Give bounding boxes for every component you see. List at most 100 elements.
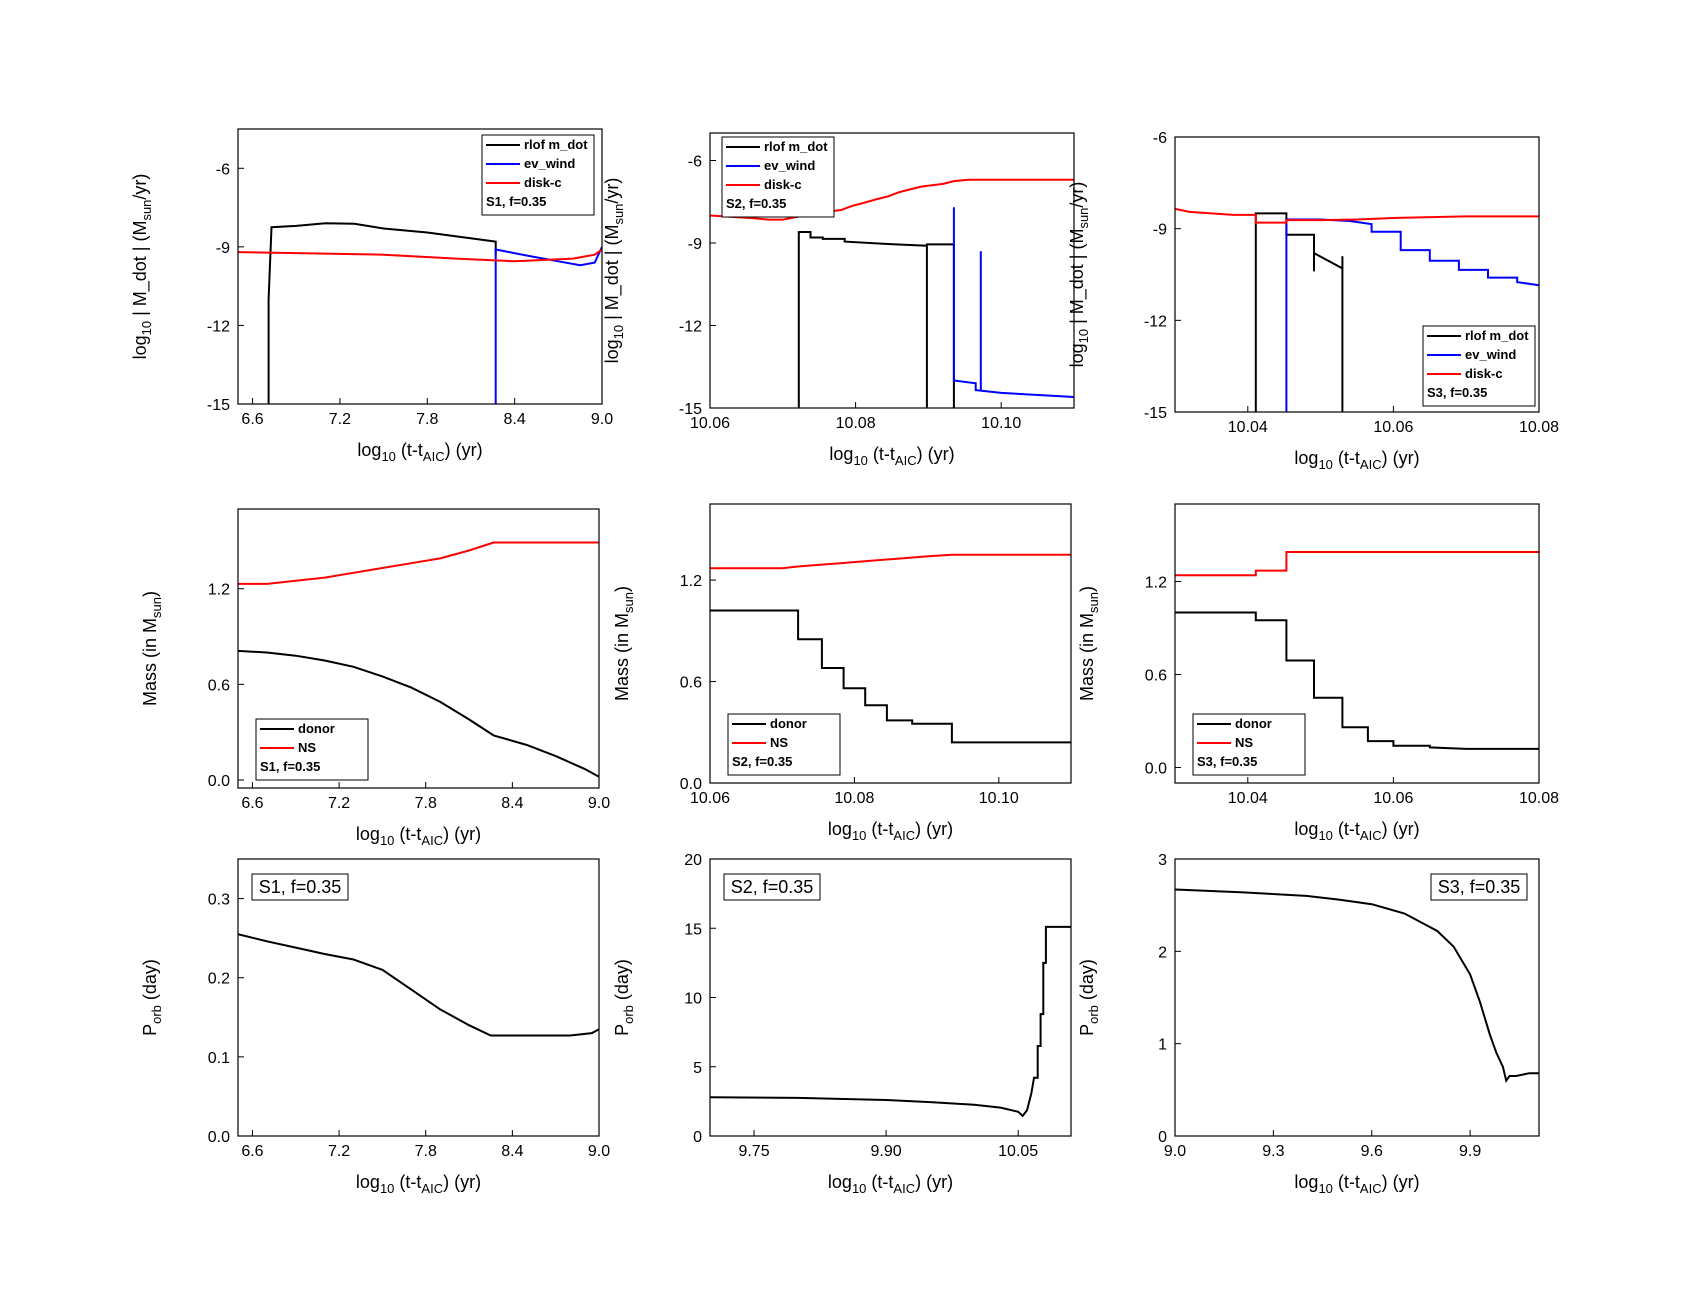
legend: donor NS S1, f=0.35	[255, 718, 369, 781]
donor-series-line	[238, 649, 599, 778]
x-tick-label: 9.0	[1164, 1143, 1186, 1160]
y-tick-label: 0.6	[1145, 668, 1167, 685]
x-tick-label: 6.6	[241, 795, 263, 812]
legend-label: disk-c	[524, 175, 562, 190]
legend-box	[721, 136, 835, 218]
x-axis-title-part: (t-t	[396, 440, 423, 460]
y-axis-title-part: log	[602, 339, 622, 363]
legend-note: S2, f=0.35	[726, 196, 786, 211]
donor-series-line	[1175, 611, 1539, 750]
x-axis-title-part: log	[1294, 1172, 1318, 1192]
y-axis-title-part: /yr)	[602, 178, 622, 204]
x-tick-label: 10.08	[834, 790, 874, 807]
x-tick-label: 8.4	[504, 411, 526, 428]
x-axis-title-part: ) (yr)	[1382, 819, 1420, 839]
legend-label: rlof m_dot	[1465, 328, 1529, 343]
x-tick-label: 10.06	[1373, 790, 1413, 807]
data-series-line	[238, 933, 599, 1037]
x-axis-title: log10 (t-tAIC) (yr)	[356, 1172, 481, 1196]
x-axis-title-part: (t-t	[868, 444, 895, 464]
mass-s1-panel: 6.6 7.2 7.8 8.4 9.0 0.0 0.6 1.2 log10 (t-tAIC) (…	[140, 508, 610, 848]
plot-frame	[237, 508, 600, 789]
x-axis-title-part: log	[828, 819, 852, 839]
y-tick-label: 0.6	[208, 677, 230, 694]
y-tick-label: -12	[1144, 313, 1167, 330]
x-axis-title-part: (t-t	[394, 1172, 421, 1192]
x-axis-title: log10 (t-tAIC) (yr)	[1294, 1172, 1419, 1196]
y-tick-label: 1.2	[680, 573, 702, 590]
x-tick-label: 10.10	[979, 790, 1019, 807]
plot-frame	[709, 503, 1072, 784]
ev-wind-series-line	[952, 207, 1074, 398]
x-axis-title-part: AIC	[421, 1181, 443, 1196]
y-tick-label: 0.2	[208, 971, 230, 988]
x-axis-title: log10 (t-tAIC) (yr)	[1294, 448, 1419, 472]
data-series-line	[710, 925, 1071, 1118]
x-tick-label: 10.04	[1228, 790, 1268, 807]
y-axis-title-part: /yr)	[130, 174, 150, 200]
y-tick-label: -15	[679, 401, 702, 418]
y-axis-title-part: )	[612, 586, 632, 592]
y-axis-title-part: 10	[139, 321, 154, 335]
x-axis-title: log10 (t-tAIC) (yr)	[828, 1172, 953, 1196]
x-tick-label: 7.2	[329, 411, 351, 428]
y-axis-title-part: (day)	[612, 959, 632, 1005]
disk-c-series-line	[238, 248, 602, 263]
y-tick-label: -12	[679, 319, 702, 336]
y-tick-label: -9	[688, 236, 702, 253]
x-tick-label: 6.6	[241, 1143, 263, 1160]
annotation-label: S2, f=0.35	[731, 877, 814, 897]
x-tick-label: 10.08	[1519, 419, 1559, 436]
x-axis-title-part: AIC	[421, 833, 443, 848]
legend-note: S1, f=0.35	[486, 194, 546, 209]
x-axis-title-part: AIC	[1360, 457, 1382, 472]
x-tick-label: 7.2	[328, 1143, 350, 1160]
legend-note: S2, f=0.35	[732, 754, 792, 769]
y-axis-title-part: Mass (in M	[1077, 613, 1097, 701]
y-axis-title-part: sun	[1086, 592, 1101, 613]
plot-frame	[237, 128, 603, 405]
y-tick-label: 1	[1158, 1037, 1167, 1054]
x-axis-title-part: log	[829, 444, 853, 464]
x-tick-label: 10.06	[690, 790, 730, 807]
x-axis-title-part: ) (yr)	[1382, 448, 1420, 468]
y-axis-title: log10 | M_dot | (Msun/yr)	[130, 174, 154, 360]
legend-label: NS	[1235, 735, 1253, 750]
legend-label: donor	[770, 716, 807, 731]
y-axis-title-part: sun	[149, 597, 164, 618]
y-axis-title-part: /yr)	[1067, 182, 1087, 208]
x-tick-label: 9.0	[588, 795, 610, 812]
legend: donor NS S2, f=0.35	[727, 713, 841, 776]
x-axis-title-part: 10	[1318, 828, 1332, 843]
y-tick-label: -6	[688, 154, 702, 171]
y-tick-label: -15	[1144, 405, 1167, 422]
x-tick-label: 10.05	[998, 1143, 1038, 1160]
x-axis-title-part: log	[828, 1172, 852, 1192]
legend-label: ev_wind	[764, 158, 815, 173]
x-axis-title-part: 10	[1318, 1181, 1332, 1196]
ns-series-line	[238, 541, 599, 585]
legend-label: donor	[1235, 716, 1272, 731]
x-tick-label: 6.6	[241, 411, 263, 428]
x-axis-title-part: ) (yr)	[443, 1172, 481, 1192]
x-tick-label: 9.3	[1262, 1143, 1284, 1160]
y-tick-label: 0.0	[680, 776, 702, 793]
x-axis-title-part: (t-t	[394, 824, 421, 844]
x-tick-label: 7.2	[328, 795, 350, 812]
x-tick-label: 9.90	[871, 1143, 902, 1160]
y-axis-title-part: | M_dot | (M	[1067, 229, 1088, 329]
x-tick-label: 7.8	[415, 1143, 437, 1160]
y-axis-title-part: P	[612, 1024, 632, 1036]
legend: rlof m_dot ev_wind disk-c S1, f=0.35	[481, 134, 595, 216]
x-tick-label: 7.8	[416, 411, 438, 428]
x-tick-label: 10.08	[1519, 790, 1559, 807]
y-axis-title: Mass (in Msun)	[612, 586, 636, 701]
y-tick-label: 0.3	[208, 892, 230, 909]
plot-frame	[1174, 858, 1540, 1137]
x-axis-title-part: AIC	[423, 449, 445, 464]
x-axis-title: log10 (t-tAIC) (yr)	[1294, 819, 1419, 843]
x-axis-title-part: 10	[852, 828, 866, 843]
